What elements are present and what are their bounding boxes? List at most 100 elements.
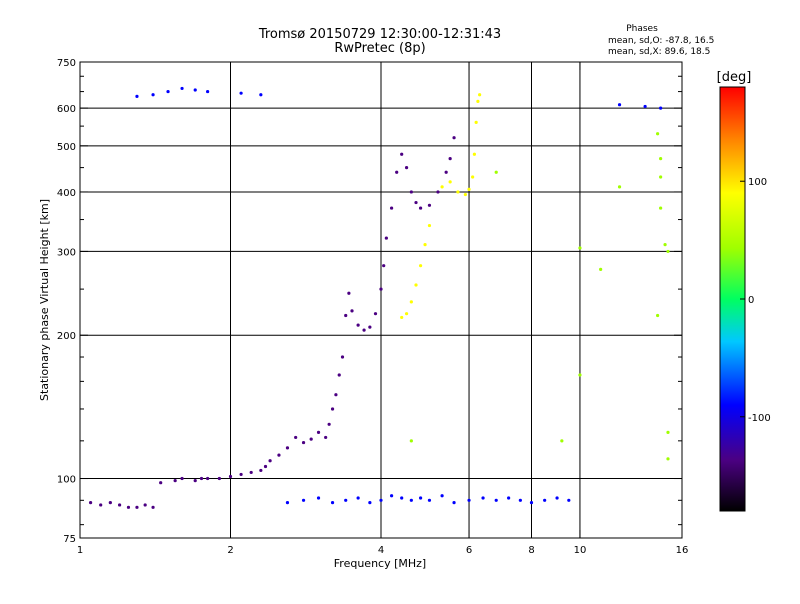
data-point: [117, 503, 122, 507]
data-point: [400, 496, 404, 500]
y-tick-label: 600: [57, 104, 76, 115]
data-point: [409, 190, 413, 194]
data-point: [659, 175, 663, 179]
data-point: [404, 312, 409, 316]
stats-title: Phases: [626, 24, 658, 34]
data-point: [151, 93, 155, 97]
data-point: [143, 503, 147, 507]
data-point: [368, 501, 372, 505]
data-point: [414, 200, 418, 205]
data-point: [452, 501, 456, 505]
data-point: [555, 496, 559, 500]
grid-lines: [80, 62, 682, 538]
y-tick-label: 750: [57, 58, 76, 69]
data-point: [476, 99, 480, 103]
data-point: [309, 437, 313, 441]
data-point: [599, 267, 603, 272]
data-points: [88, 86, 670, 509]
data-point: [463, 192, 467, 197]
data-point: [382, 264, 386, 268]
colorbar-ticks: 100 0 -100: [740, 177, 771, 424]
data-point: [529, 501, 534, 505]
stats-x-mode: mean, sd,X: 89.6, 18.5: [608, 47, 710, 57]
data-point: [659, 206, 663, 210]
data-point: [617, 103, 622, 107]
data-point: [472, 152, 476, 156]
data-point: [643, 104, 647, 109]
data-point: [471, 175, 475, 179]
x-axis-label: Frequency [MHz]: [334, 557, 426, 570]
data-point: [389, 494, 394, 498]
data-point: [217, 476, 221, 481]
data-point: [440, 494, 444, 498]
axis-ticks: 1 2 4 6 8 10 16 75 100 200 300 400 500 600 750: [57, 58, 688, 556]
data-point: [409, 439, 413, 443]
data-point: [206, 89, 210, 94]
data-point: [404, 166, 409, 170]
data-point: [467, 498, 471, 502]
data-point: [418, 206, 423, 210]
data-point: [108, 501, 112, 505]
data-point: [384, 236, 388, 240]
data-point: [494, 170, 498, 174]
data-point: [285, 446, 290, 450]
data-point: [379, 287, 383, 291]
data-point: [467, 187, 471, 191]
data-point: [452, 136, 456, 140]
data-point: [316, 430, 321, 434]
data-point: [656, 132, 660, 136]
data-point: [418, 264, 423, 268]
x-tick-label: 4: [378, 545, 384, 556]
data-point: [228, 474, 233, 479]
data-point: [448, 157, 452, 161]
data-point: [330, 501, 335, 505]
data-point: [666, 430, 670, 434]
data-point: [663, 243, 667, 247]
data-point: [316, 496, 321, 500]
data-point: [301, 498, 306, 502]
data-point: [239, 91, 243, 95]
data-point: [337, 373, 341, 377]
data-point: [617, 185, 622, 189]
data-point: [206, 476, 210, 481]
y-tick-label: 500: [57, 142, 76, 153]
data-point: [567, 498, 571, 502]
data-point: [362, 328, 366, 332]
data-point: [444, 170, 448, 174]
data-point: [400, 315, 404, 320]
data-point: [126, 505, 131, 509]
data-point: [301, 440, 306, 445]
data-point: [656, 313, 660, 318]
data-point: [418, 496, 423, 500]
data-point: [560, 439, 564, 443]
x-tick-label: 2: [227, 545, 233, 556]
y-axis-label: Stationary phase Virtual Height [km]: [38, 199, 51, 401]
data-point: [249, 470, 253, 475]
colorbar-tick-label: 100: [748, 177, 767, 188]
colorbar-tick-label: 0: [748, 295, 754, 306]
data-point: [344, 313, 348, 318]
data-point: [666, 249, 670, 254]
x-tick-label: 6: [466, 545, 472, 556]
data-point: [330, 407, 335, 411]
data-point: [159, 481, 163, 485]
data-point: [423, 243, 427, 247]
data-point: [427, 223, 432, 228]
data-point: [474, 120, 478, 124]
data-point: [340, 355, 345, 359]
data-point: [350, 309, 354, 313]
data-point: [414, 283, 418, 287]
data-point: [193, 479, 197, 483]
colorbar-label: [deg]: [717, 70, 752, 85]
colorbar-tick-label: -100: [748, 413, 771, 424]
y-tick-label: 75: [63, 534, 76, 545]
data-point: [427, 203, 432, 207]
data-point: [368, 325, 372, 329]
data-point: [344, 498, 348, 502]
data-point: [436, 190, 440, 194]
data-point: [481, 496, 485, 500]
data-point: [268, 459, 272, 463]
data-point: [440, 185, 444, 189]
data-point: [239, 472, 243, 477]
